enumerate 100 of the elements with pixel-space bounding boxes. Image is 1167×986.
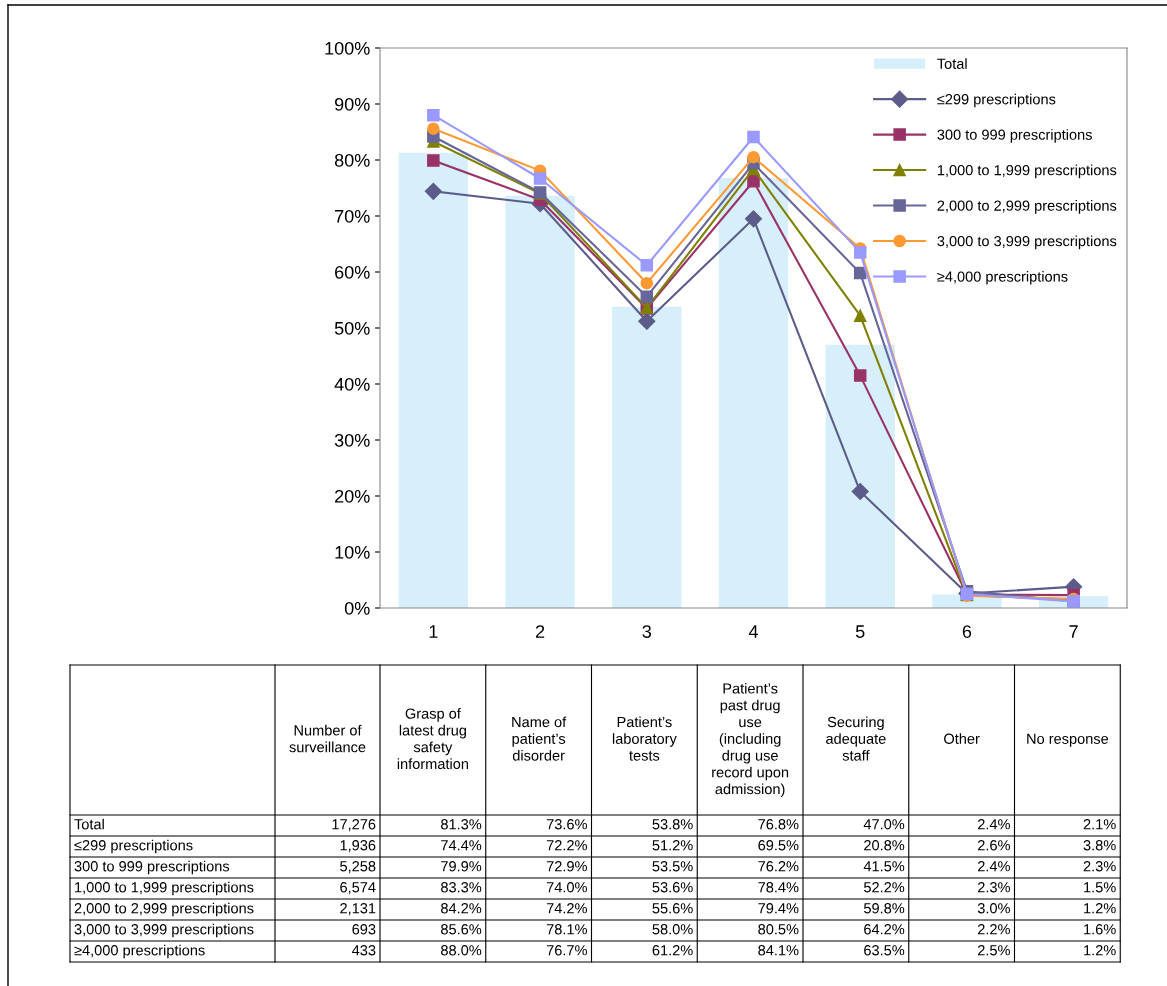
point	[424, 182, 442, 200]
data-label: 76.2%	[758, 861, 799, 872]
data-label: 58.0%	[652, 924, 693, 935]
text: Number of surveillance	[289, 724, 366, 753]
x-tick-label: 4	[748, 625, 758, 638]
y-tick-label: 20%	[335, 489, 370, 503]
text: 1,936	[340, 840, 376, 853]
data-label: 1.2%	[1084, 903, 1116, 914]
data-label: 47.0%	[863, 819, 905, 830]
bar	[718, 177, 789, 608]
point	[427, 122, 440, 135]
data-label: 63.5%	[864, 945, 905, 956]
text: Total	[74, 818, 104, 830]
data-label: 85.6%	[441, 924, 482, 935]
data-label: 59.8%	[863, 903, 905, 914]
text: Patient’s laboratory tests	[612, 716, 677, 761]
text: ≥4,000 prescriptions	[74, 944, 205, 959]
bar	[612, 306, 682, 608]
data-label: 64.2%	[864, 924, 905, 935]
y-tick-label: 0%	[344, 601, 370, 615]
data-label: 78.1%	[546, 924, 587, 935]
legend-label: 300 to 999 prescriptions	[937, 129, 1092, 143]
y-tick-label: 60%	[335, 265, 370, 279]
y-tick-label: 100%	[325, 41, 370, 55]
point	[747, 150, 760, 164]
data-label: 74.2%	[546, 903, 587, 914]
x-tick-label: 2	[535, 625, 545, 638]
x-tick-label: 1	[429, 625, 438, 638]
point	[853, 309, 867, 322]
data-label: 84.2%	[441, 903, 482, 914]
text: Patient’s past drug use (including drug use record upon admission)	[712, 682, 789, 798]
point	[853, 246, 867, 259]
x-tick-label: 5	[855, 625, 865, 638]
data-label: 20.8%	[864, 840, 905, 851]
point	[427, 154, 440, 167]
text: Name of patient’s disorder	[512, 716, 567, 761]
data-label: 80.5%	[758, 924, 799, 935]
x-tick-label: 6	[962, 625, 972, 638]
data-label: 74.4%	[441, 840, 482, 851]
bar	[505, 195, 575, 608]
data-label: 3.8%	[1083, 840, 1116, 851]
data-label: 69.5%	[758, 840, 799, 851]
bar	[398, 152, 469, 608]
point	[640, 259, 654, 272]
data-label: 53.5%	[652, 861, 693, 872]
point	[427, 108, 440, 122]
text: Securing adequate staff	[826, 716, 886, 761]
data-label: 79.9%	[441, 861, 482, 872]
legend-label: 1,000 to 1,999 prescriptions	[937, 164, 1117, 179]
y-tick-label: 40%	[334, 377, 370, 391]
text: 17,276	[332, 819, 376, 832]
data-label: 78.4%	[758, 882, 799, 893]
y-tick-label: 30%	[334, 433, 370, 447]
data-label: 76.8%	[758, 819, 799, 830]
text: 2,000 to 2,999 prescriptions	[74, 902, 254, 917]
point	[744, 210, 763, 228]
y-tick-label: 90%	[334, 97, 370, 111]
data-label: 79.4%	[758, 903, 799, 914]
legend-label: ≥4,000 prescriptions	[937, 271, 1068, 285]
data-label: 2.3%	[1083, 861, 1116, 872]
data-label: 1.6%	[1084, 924, 1116, 935]
data-label: 2.3%	[978, 882, 1010, 893]
text: 433	[352, 945, 376, 956]
data-label: 84.1%	[758, 945, 799, 956]
legend-label: 3,000 to 3,999 prescriptions	[937, 235, 1117, 250]
data-label: 41.5%	[863, 861, 905, 872]
data-label: 2.2%	[978, 924, 1010, 935]
data-label: 2.1%	[1083, 819, 1116, 830]
point	[533, 172, 547, 185]
text: 5,258	[340, 861, 376, 874]
data-label: 61.2%	[652, 945, 693, 956]
point	[640, 290, 654, 303]
data-label: 72.9%	[546, 861, 587, 872]
data-label: 73.6%	[546, 819, 587, 830]
data-label: 53.6%	[652, 882, 693, 893]
data-label: 2.5%	[978, 945, 1010, 956]
y-tick-label: 10%	[335, 545, 370, 559]
text: Grasp of latest drug safety information	[397, 708, 468, 770]
data-label: 74.0%	[546, 882, 587, 893]
text: 693	[352, 924, 376, 935]
bar	[825, 344, 895, 608]
legend-label: 2,000 to 2,999 prescriptions	[937, 200, 1117, 214]
data-label: 83.3%	[441, 882, 482, 893]
legend-label: ≤299 prescriptions	[937, 93, 1056, 108]
data-label: 2.4%	[978, 861, 1010, 872]
point	[747, 130, 760, 144]
text: 300 to 999 prescriptions	[74, 860, 230, 875]
point	[853, 369, 867, 382]
data-label: 81.3%	[441, 819, 482, 830]
data-label: 2.4%	[978, 819, 1010, 830]
data-label: 76.7%	[546, 945, 587, 956]
text: ≤299 prescriptions	[74, 839, 193, 854]
data-label: 2.6%	[978, 840, 1010, 851]
point	[851, 482, 869, 501]
y-tick-label: 70%	[335, 209, 370, 223]
y-tick-label: 80%	[334, 153, 370, 167]
legend-label: Total	[937, 58, 967, 69]
point	[638, 312, 656, 330]
x-tick-label: 7	[1069, 625, 1078, 638]
data-label: 3.0%	[977, 903, 1010, 914]
